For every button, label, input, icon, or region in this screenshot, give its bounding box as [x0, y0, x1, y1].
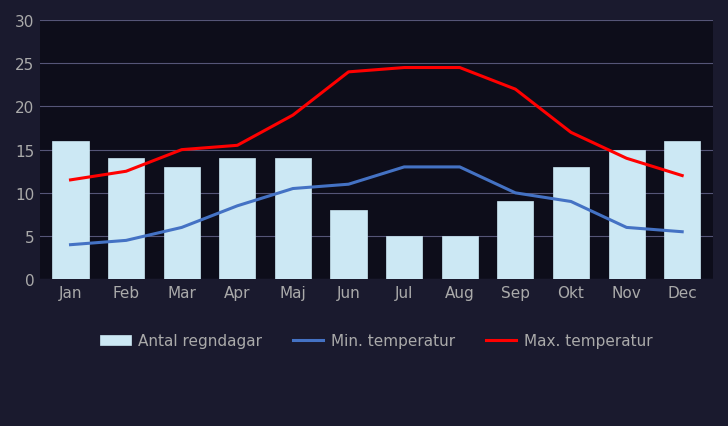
Bar [219, 159, 256, 279]
Bar [275, 159, 311, 279]
Bar [609, 150, 645, 279]
Bar [108, 159, 144, 279]
Bar [664, 142, 700, 279]
Bar [164, 167, 199, 279]
Bar [442, 236, 478, 279]
Bar [497, 202, 534, 279]
Bar [386, 236, 422, 279]
Bar [553, 167, 589, 279]
Legend: Antal regndagar, Min. temperatur, Max. temperatur: Antal regndagar, Min. temperatur, Max. t… [94, 328, 659, 355]
Bar [331, 210, 367, 279]
Bar [52, 142, 89, 279]
